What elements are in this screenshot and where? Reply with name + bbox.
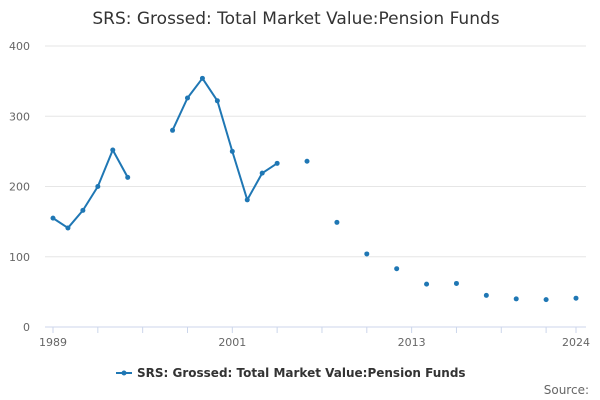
data-point[interactable] xyxy=(229,148,235,154)
data-point[interactable] xyxy=(274,160,280,166)
data-point[interactable] xyxy=(244,197,250,203)
data-point[interactable] xyxy=(65,225,71,231)
data-point[interactable] xyxy=(394,266,400,272)
data-point[interactable] xyxy=(453,280,459,286)
data-point[interactable] xyxy=(304,158,310,164)
series-lines xyxy=(52,77,278,229)
x-axis-labels: 1989 2001 2013 2024 xyxy=(39,336,590,349)
series-line-segment xyxy=(52,148,129,229)
data-point[interactable] xyxy=(110,147,116,153)
data-point[interactable] xyxy=(125,174,131,180)
y-tick-label: 100 xyxy=(9,251,30,264)
data-point[interactable] xyxy=(513,296,519,302)
y-tick-label: 200 xyxy=(9,181,30,194)
data-point[interactable] xyxy=(214,98,220,104)
source-label: Source: xyxy=(544,383,589,397)
data-point[interactable] xyxy=(573,295,579,301)
data-point[interactable] xyxy=(424,281,430,287)
data-point[interactable] xyxy=(483,292,489,298)
series-points xyxy=(50,75,579,303)
data-point[interactable] xyxy=(170,127,176,133)
data-point[interactable] xyxy=(364,251,370,257)
y-axis-labels: 0 100 200 300 400 xyxy=(9,40,30,334)
y-tick-label: 300 xyxy=(9,110,30,123)
data-point[interactable] xyxy=(543,297,549,303)
data-point[interactable] xyxy=(184,95,190,101)
legend-swatch-marker xyxy=(121,370,127,376)
x-tick-label: 2024 xyxy=(562,336,590,349)
x-tick-label: 1989 xyxy=(39,336,67,349)
data-point[interactable] xyxy=(199,75,205,81)
data-point[interactable] xyxy=(95,184,101,189)
data-point[interactable] xyxy=(259,170,265,176)
legend-label: SRS: Grossed: Total Market Value:Pension… xyxy=(137,366,466,380)
data-point[interactable] xyxy=(50,215,56,221)
data-point[interactable] xyxy=(334,219,340,225)
series-line-segment xyxy=(171,77,278,201)
legend[interactable]: SRS: Grossed: Total Market Value:Pension… xyxy=(116,366,466,380)
x-tick-label: 2013 xyxy=(398,336,426,349)
x-tick-label: 2001 xyxy=(218,336,246,349)
x-axis xyxy=(45,326,586,333)
y-tick-label: 400 xyxy=(9,40,30,53)
grid-lines xyxy=(45,45,586,258)
data-point[interactable] xyxy=(80,207,86,213)
y-tick-label: 0 xyxy=(23,321,30,334)
chart-title: SRS: Grossed: Total Market Value:Pension… xyxy=(92,9,499,29)
